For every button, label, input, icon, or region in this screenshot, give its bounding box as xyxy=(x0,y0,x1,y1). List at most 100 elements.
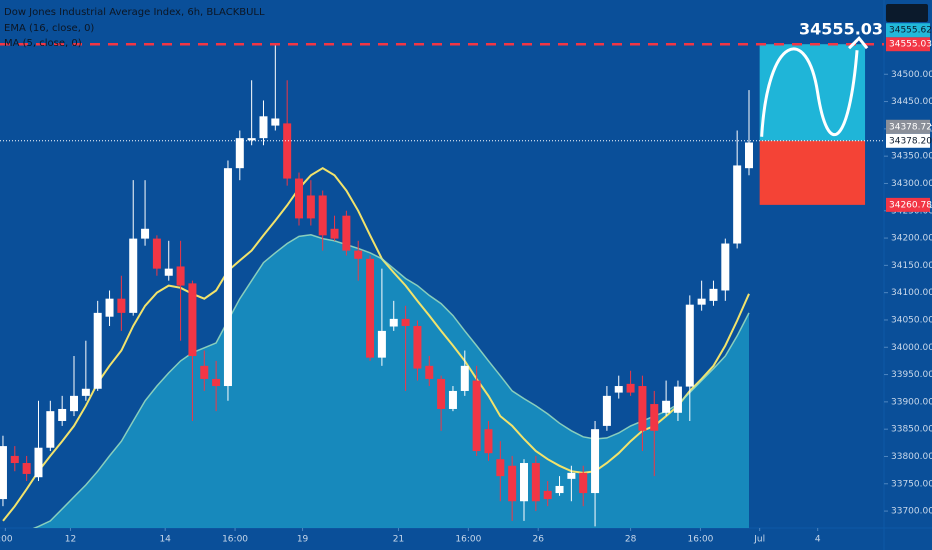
candle-body xyxy=(614,386,623,393)
chart-title: Dow Jones Industrial Average Index, 6h, … xyxy=(4,7,265,18)
candle-body xyxy=(342,215,351,251)
candle-body xyxy=(697,298,706,305)
price-label: 34378.20 xyxy=(889,136,932,146)
candle-body xyxy=(283,123,292,179)
candle-body xyxy=(212,378,221,387)
forecast-curve xyxy=(760,47,859,137)
x-tick-label: :00 xyxy=(0,535,13,545)
axes: 33700.00 33750.00 33800.00 33850.00 33900.00… xyxy=(0,23,932,545)
candle-body xyxy=(543,490,552,500)
y-tick-label: 34300.00 xyxy=(891,179,932,189)
target-zone xyxy=(759,44,866,141)
y-tick-label: 34000.00 xyxy=(891,343,932,353)
stop-zone xyxy=(759,140,866,205)
x-tick-label: 4 xyxy=(815,535,821,545)
forecast-arrow xyxy=(847,35,869,50)
x-tick-label: 14 xyxy=(159,535,171,545)
candle-body xyxy=(223,168,232,387)
candle-body xyxy=(579,472,588,494)
plot-area xyxy=(0,42,884,528)
candle-body xyxy=(10,455,19,464)
candle-body xyxy=(425,365,434,379)
candle-body xyxy=(354,250,363,259)
candle-body xyxy=(460,365,469,391)
candle-body xyxy=(567,472,576,479)
price-label: 34378.72 xyxy=(889,122,932,132)
candle-body xyxy=(58,408,67,421)
candle-body xyxy=(673,386,682,413)
candle-body xyxy=(22,463,31,474)
candle-body xyxy=(448,390,457,409)
candle-body xyxy=(34,447,43,478)
y-tick-label: 34200.00 xyxy=(891,234,932,244)
candle-body xyxy=(330,228,339,239)
candle-body xyxy=(129,238,138,313)
price-label-box xyxy=(886,119,930,134)
candle-body xyxy=(164,268,173,276)
candle-body xyxy=(602,395,611,426)
y-tick-label: 34050.00 xyxy=(891,315,932,325)
candle-body xyxy=(626,383,635,393)
candle-body xyxy=(235,138,244,169)
candle-body xyxy=(105,298,114,317)
y-tick-label: 34100.00 xyxy=(891,288,932,298)
x-tick-label: 16:00 xyxy=(687,535,713,545)
candle-body xyxy=(733,165,742,244)
x-tick-label: 19 xyxy=(297,535,309,545)
y-tick-label: 33950.00 xyxy=(891,370,932,380)
ma-area xyxy=(2,234,750,528)
candle-body xyxy=(176,266,185,286)
axis-badge xyxy=(886,4,928,22)
x-tick-label: 28 xyxy=(625,535,637,545)
candle-body xyxy=(413,325,422,369)
candle-body xyxy=(247,138,256,141)
candle-body xyxy=(508,465,517,502)
y-tick-label: 33700.00 xyxy=(891,507,932,517)
y-tick-label: 34450.00 xyxy=(891,97,932,107)
legend-entry: MA (5, close, 0) xyxy=(4,38,82,49)
candle-body xyxy=(152,238,161,269)
candle-body xyxy=(662,400,671,413)
candle-body xyxy=(306,195,315,219)
candle-body xyxy=(389,318,398,327)
y-tick-label: 33900.00 xyxy=(891,397,932,407)
candle-body xyxy=(117,298,126,313)
candle-body xyxy=(745,142,754,169)
candle-body xyxy=(555,485,564,494)
candle-body xyxy=(401,318,410,326)
x-tick-label: 16:00 xyxy=(222,535,248,545)
target-label: 34555.03 xyxy=(799,20,883,39)
candle-body xyxy=(271,118,280,126)
candle-body xyxy=(93,312,102,389)
y-tick-label: 34350.00 xyxy=(891,152,932,162)
candle-body xyxy=(259,116,268,139)
candle-body xyxy=(496,459,505,477)
candle-body xyxy=(295,178,304,219)
candle-body xyxy=(188,283,197,357)
candle-body xyxy=(437,378,446,409)
candle-body xyxy=(377,330,386,358)
x-tick-label: 12 xyxy=(65,535,76,545)
candle-body xyxy=(472,380,481,452)
candle-body xyxy=(591,429,600,494)
candle-body xyxy=(366,258,375,358)
price-label-box xyxy=(886,23,930,38)
y-tick-label: 34150.00 xyxy=(891,261,932,271)
candle-body xyxy=(141,228,150,239)
y-tick-label: 33850.00 xyxy=(891,425,932,435)
y-tick-label: 33800.00 xyxy=(891,452,932,462)
candle-body xyxy=(721,243,730,291)
candle-body xyxy=(520,463,529,502)
ema-line xyxy=(2,167,750,522)
candle-body xyxy=(709,288,718,301)
price-label-box xyxy=(886,197,930,212)
candle-body xyxy=(46,411,55,448)
price-label: 34260.78 xyxy=(889,200,932,210)
x-tick-label: Jul xyxy=(753,535,765,545)
y-tick-label: 33750.00 xyxy=(891,479,932,489)
candle-body xyxy=(638,386,647,431)
candle-body xyxy=(81,388,90,396)
candle-body xyxy=(200,365,209,379)
price-label-box xyxy=(886,37,930,52)
